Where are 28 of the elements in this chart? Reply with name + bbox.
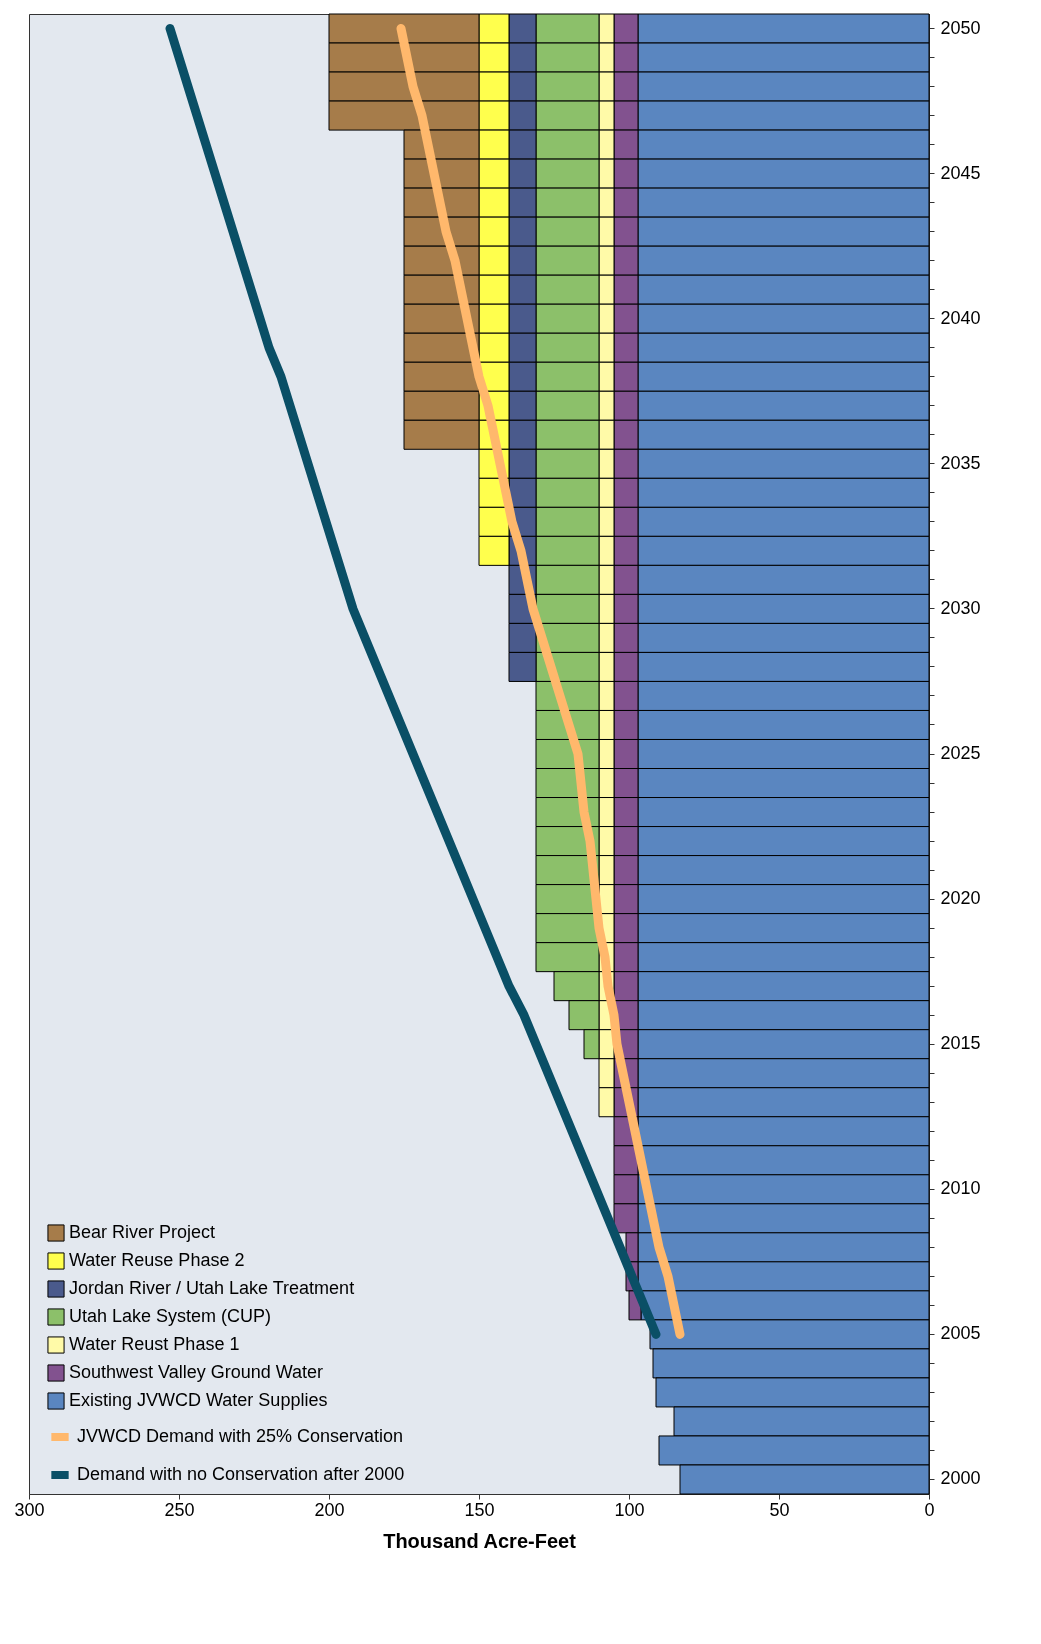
x-tick-label: 100 (614, 1499, 645, 1520)
x-tick-label: 200 (314, 1499, 345, 1520)
y-tick-label: 2030 (940, 597, 981, 618)
y-tick-label: 2020 (940, 888, 981, 909)
y-tick-label: 2000 (940, 1468, 981, 1489)
y-tick-label: 2005 (940, 1323, 981, 1344)
legend-label: Utah Lake System (CUP) (69, 1306, 272, 1326)
x-tick-label: 250 (164, 1499, 195, 1520)
legend-label: Demand with no Conservation after 2000 (77, 1464, 405, 1484)
x-tick-label: 150 (464, 1499, 495, 1520)
y-tick-label: 2015 (940, 1033, 981, 1054)
legend-label: Water Reuse Phase 2 (69, 1250, 245, 1270)
legend-label: Existing JVWCD Water Supplies (69, 1390, 328, 1410)
y-tick-label: 2045 (940, 162, 981, 183)
x-tick-label: 50 (769, 1499, 790, 1520)
legend-label: Water Reust Phase 1 (69, 1334, 240, 1354)
legend-label: Southwest Valley Ground Water (69, 1362, 324, 1382)
y-tick-label: 2010 (940, 1178, 981, 1199)
y-tick-label: 2035 (940, 452, 981, 473)
legend-label: JVWCD Demand with 25% Conservation (77, 1426, 404, 1446)
legend-label: Bear River Project (69, 1222, 216, 1242)
legend-label: Jordan River / Utah Lake Treatment (69, 1278, 355, 1298)
x-tick-label: 0 (924, 1499, 935, 1520)
y-tick-label: 2050 (940, 17, 981, 38)
y-tick-label: 2025 (940, 743, 981, 763)
x-tick-label: 300 (14, 1499, 45, 1520)
y-tick-label: 2040 (940, 307, 981, 328)
x-axis-title: Thousand Acre-Feet (383, 1529, 577, 1552)
